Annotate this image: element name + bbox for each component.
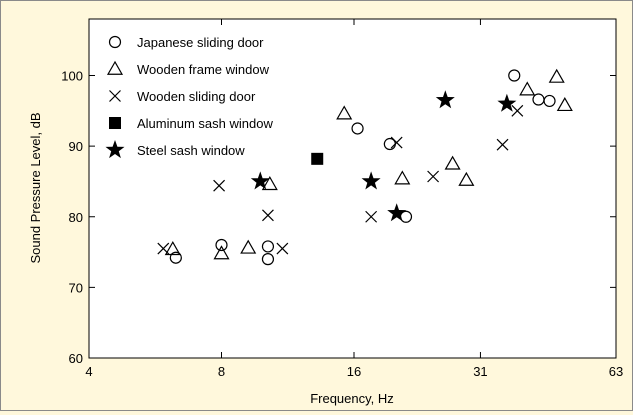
legend-label: Aluminum sash window [137,116,273,131]
data-point-star [361,171,381,190]
data-point-star [497,93,517,112]
legend-label: Steel sash window [137,143,245,158]
y-tick-label: 80 [69,210,83,225]
y-tick-label: 90 [69,139,83,154]
legend-marker-star [105,140,125,159]
data-point-circle [261,240,275,253]
data-point-circle [215,238,228,252]
y-tick-label: 100 [61,69,83,84]
data-point-triangle [519,81,536,96]
data-point-triangle [458,171,475,186]
data-point-triangle [213,245,230,260]
data-point-square [311,152,324,165]
legend-marker-square [109,117,121,129]
data-point-star [250,171,270,190]
y-tick-label: 60 [69,351,83,366]
data-point-triangle [336,105,353,120]
data-point-triangle [548,68,565,83]
legend-marker-x [109,90,121,102]
data-point-circle [169,251,182,264]
data-point-circle [261,253,275,266]
y-axis: 60 70 80 90 100 [61,69,616,366]
x-tick-label: 31 [473,364,487,379]
data-point-triangle [240,239,257,254]
data-point-x [157,242,170,255]
data-point-triangle [556,96,573,112]
data-points [157,68,573,266]
data-point-star [387,203,407,222]
legend-label: Wooden frame window [137,62,270,77]
y-axis-label: Sound Pressure Level, dB [28,112,43,263]
data-point-x [427,170,440,183]
data-point-triangle [164,241,181,256]
plot-area [88,18,617,359]
data-point-x [276,242,289,255]
legend-label: Japanese sliding door [137,35,264,50]
y-tick-label: 70 [69,280,83,295]
legend-label: Wooden sliding door [137,89,256,104]
data-point-circle [351,122,364,135]
data-point-triangle [394,170,411,185]
legend: Japanese sliding door Wooden frame window… [105,35,273,159]
data-point-triangle [261,176,278,191]
data-point-x [390,136,403,149]
data-point-x [213,179,226,192]
x-tick-label: 8 [218,364,225,379]
data-point-circle [508,69,521,82]
data-point-x [511,104,524,117]
x-axis: 4 8 16 31 63 [85,19,623,379]
data-point-star [435,90,455,109]
legend-marker-triangle [106,60,124,75]
x-tick-label: 4 [85,364,92,379]
data-point-x [365,210,378,223]
data-point-x [262,209,274,222]
x-tick-label: 63 [609,364,623,379]
data-point-x [496,138,509,151]
data-point-triangle [444,155,461,170]
legend-marker-circle [108,35,122,49]
data-point-circle [543,94,556,108]
x-tick-label: 16 [347,364,361,379]
x-axis-label: Frequency, Hz [310,391,394,406]
